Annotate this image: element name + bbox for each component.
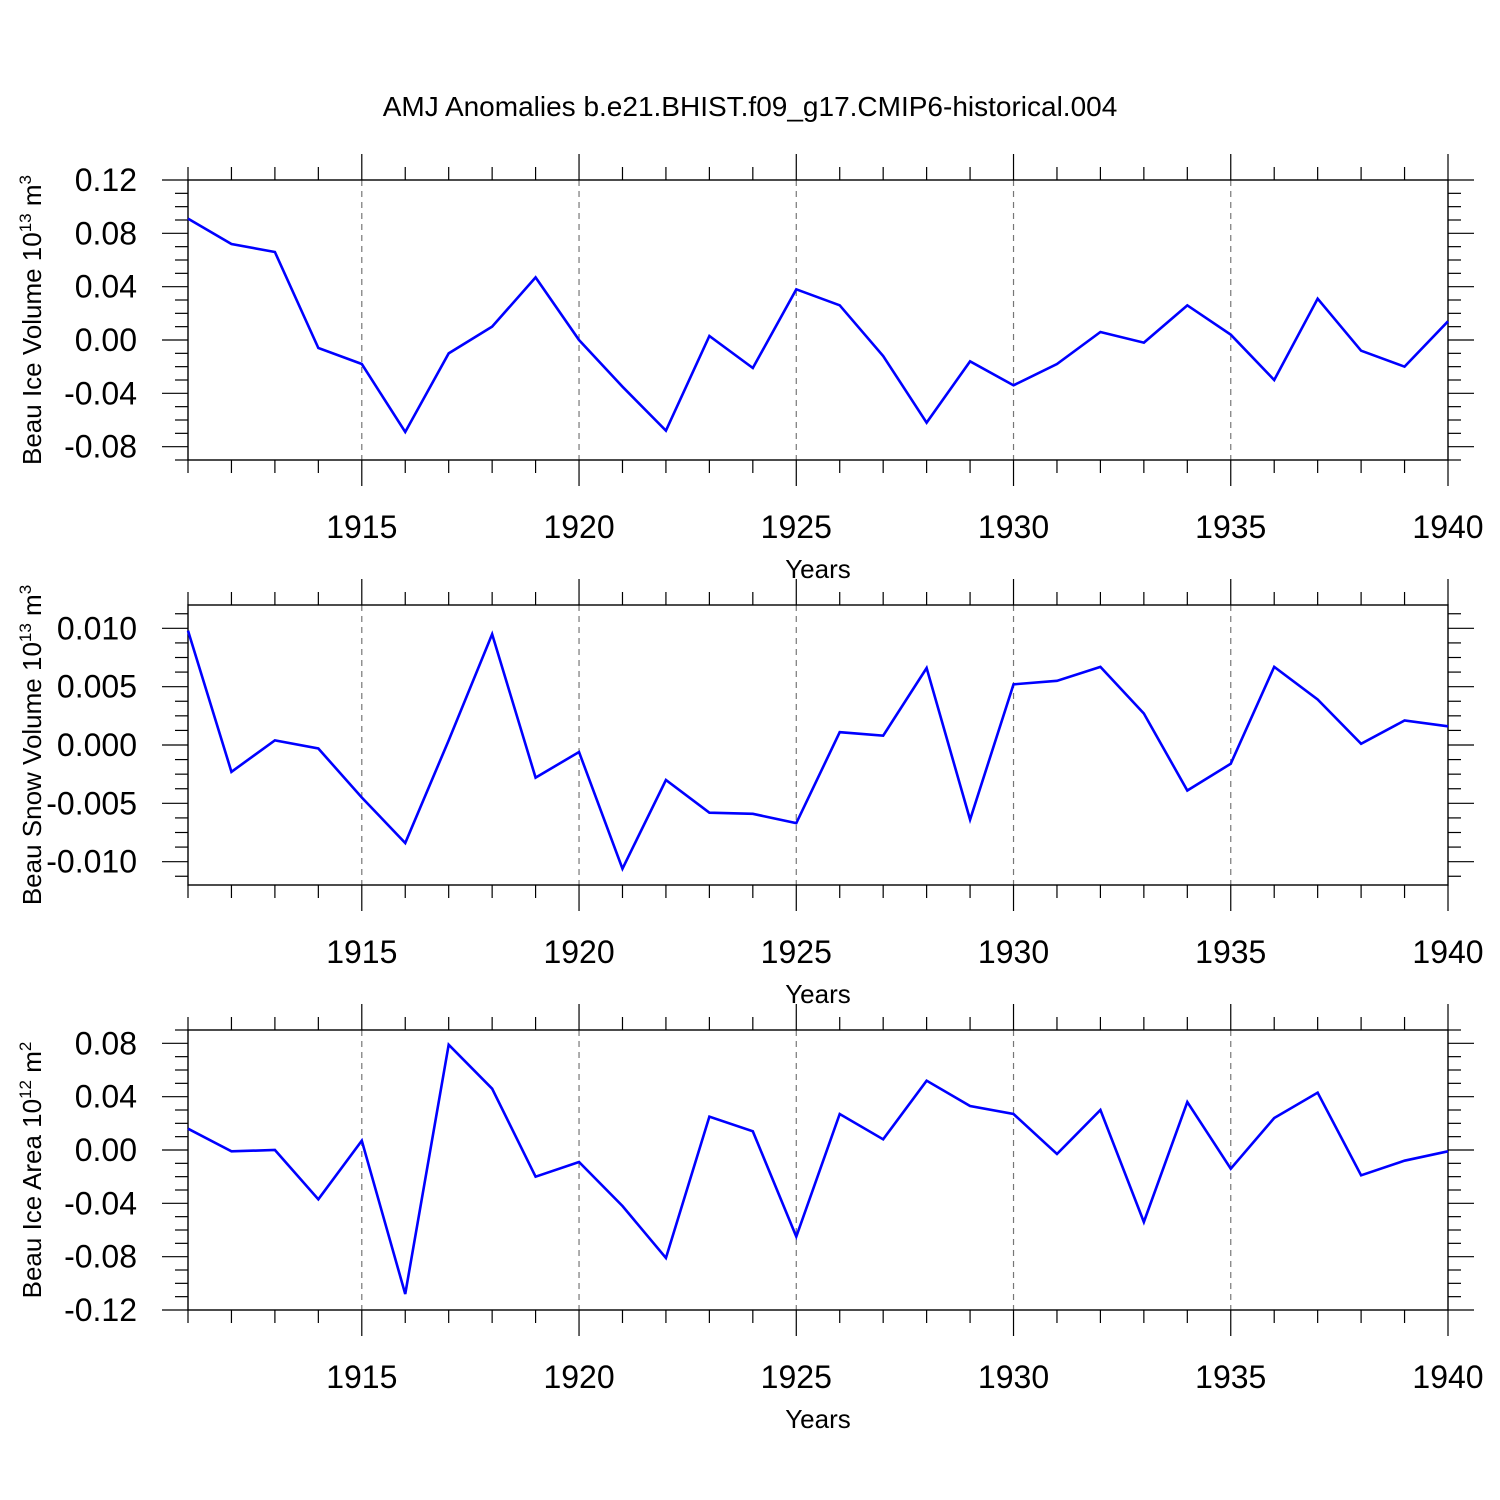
panel-2: 1915 1920 1925 1930 1935 1940 0.010 0.005 0.000 -… — [16, 579, 1484, 1009]
x-tick-label: 1935 — [1195, 509, 1266, 545]
x-tick-label: 1940 — [1412, 509, 1483, 545]
y-tick-label: 0.000 — [57, 727, 137, 763]
y-axis-label: Beau Snow Volume 1013 m3 — [16, 585, 47, 905]
y-tick-label: 0.04 — [75, 1079, 137, 1115]
y-axis-label: Beau Ice Area 1012 m2 — [16, 1042, 47, 1299]
y-tick-label: 0.04 — [75, 269, 137, 305]
figure-title: AMJ Anomalies b.e21.BHIST.f09_g17.CMIP6-… — [383, 91, 1118, 122]
x-tick-label: 1930 — [978, 509, 1049, 545]
series-line — [187, 1041, 1449, 1295]
x-tick-label: 1915 — [326, 934, 397, 970]
y-tick-label: -0.005 — [46, 785, 137, 821]
x-tick-label: 1940 — [1412, 1359, 1483, 1395]
y-tick-label: -0.08 — [64, 1239, 137, 1275]
y-tick-label: 0.010 — [57, 610, 137, 646]
x-axis-label: Years — [785, 979, 851, 1009]
x-tick-label: 1915 — [326, 509, 397, 545]
y-tick-label: -0.010 — [46, 844, 137, 880]
x-tick-label: 1935 — [1195, 934, 1266, 970]
series-line — [186, 630, 1449, 872]
x-tick-label: 1920 — [543, 934, 614, 970]
x-tick-label: 1925 — [761, 934, 832, 970]
x-tick-label: 1930 — [978, 1359, 1049, 1395]
y-tick-label: -0.04 — [64, 1185, 137, 1221]
y-tick-label: 0.00 — [75, 322, 137, 358]
panels: 1915 1920 1925 1930 1935 1940 0.12 0.08 0.04 0.00… — [16, 154, 1484, 1434]
x-tick-label: 1935 — [1195, 1359, 1266, 1395]
y-tick-label: 0.005 — [57, 669, 137, 705]
plot-frame — [187, 1029, 1449, 1311]
x-tick-label: 1940 — [1412, 934, 1483, 970]
x-tick-label: 1925 — [761, 509, 832, 545]
plot-frame — [187, 604, 1449, 886]
series-line — [187, 217, 1449, 435]
y-tick-label: 0.00 — [75, 1132, 137, 1168]
x-tick-label: 1920 — [543, 1359, 614, 1395]
x-tick-label: 1920 — [543, 509, 614, 545]
y-tick-label: 0.12 — [75, 162, 137, 198]
x-tick-label: 1925 — [761, 1359, 832, 1395]
y-tick-label: 0.08 — [75, 1025, 137, 1061]
x-axis-label: Years — [785, 1404, 851, 1434]
y-tick-label: 0.08 — [75, 215, 137, 251]
panel-3: 1915 1920 1925 1930 1935 1940 0.08 0.04 0.00 -0.0… — [16, 1004, 1484, 1434]
y-tick-label: -0.04 — [64, 375, 137, 411]
panel-1: 1915 1920 1925 1930 1935 1940 0.12 0.08 0.04 0.00… — [16, 154, 1484, 584]
x-tick-label: 1930 — [978, 934, 1049, 970]
x-axis-label: Years — [785, 554, 851, 584]
y-tick-label: -0.12 — [64, 1292, 137, 1328]
x-tick-label: 1915 — [326, 1359, 397, 1395]
y-axis-label: Beau Ice Volume 1013 m3 — [16, 175, 47, 465]
plot-frame — [187, 179, 1449, 461]
y-tick-label: -0.08 — [64, 429, 137, 465]
